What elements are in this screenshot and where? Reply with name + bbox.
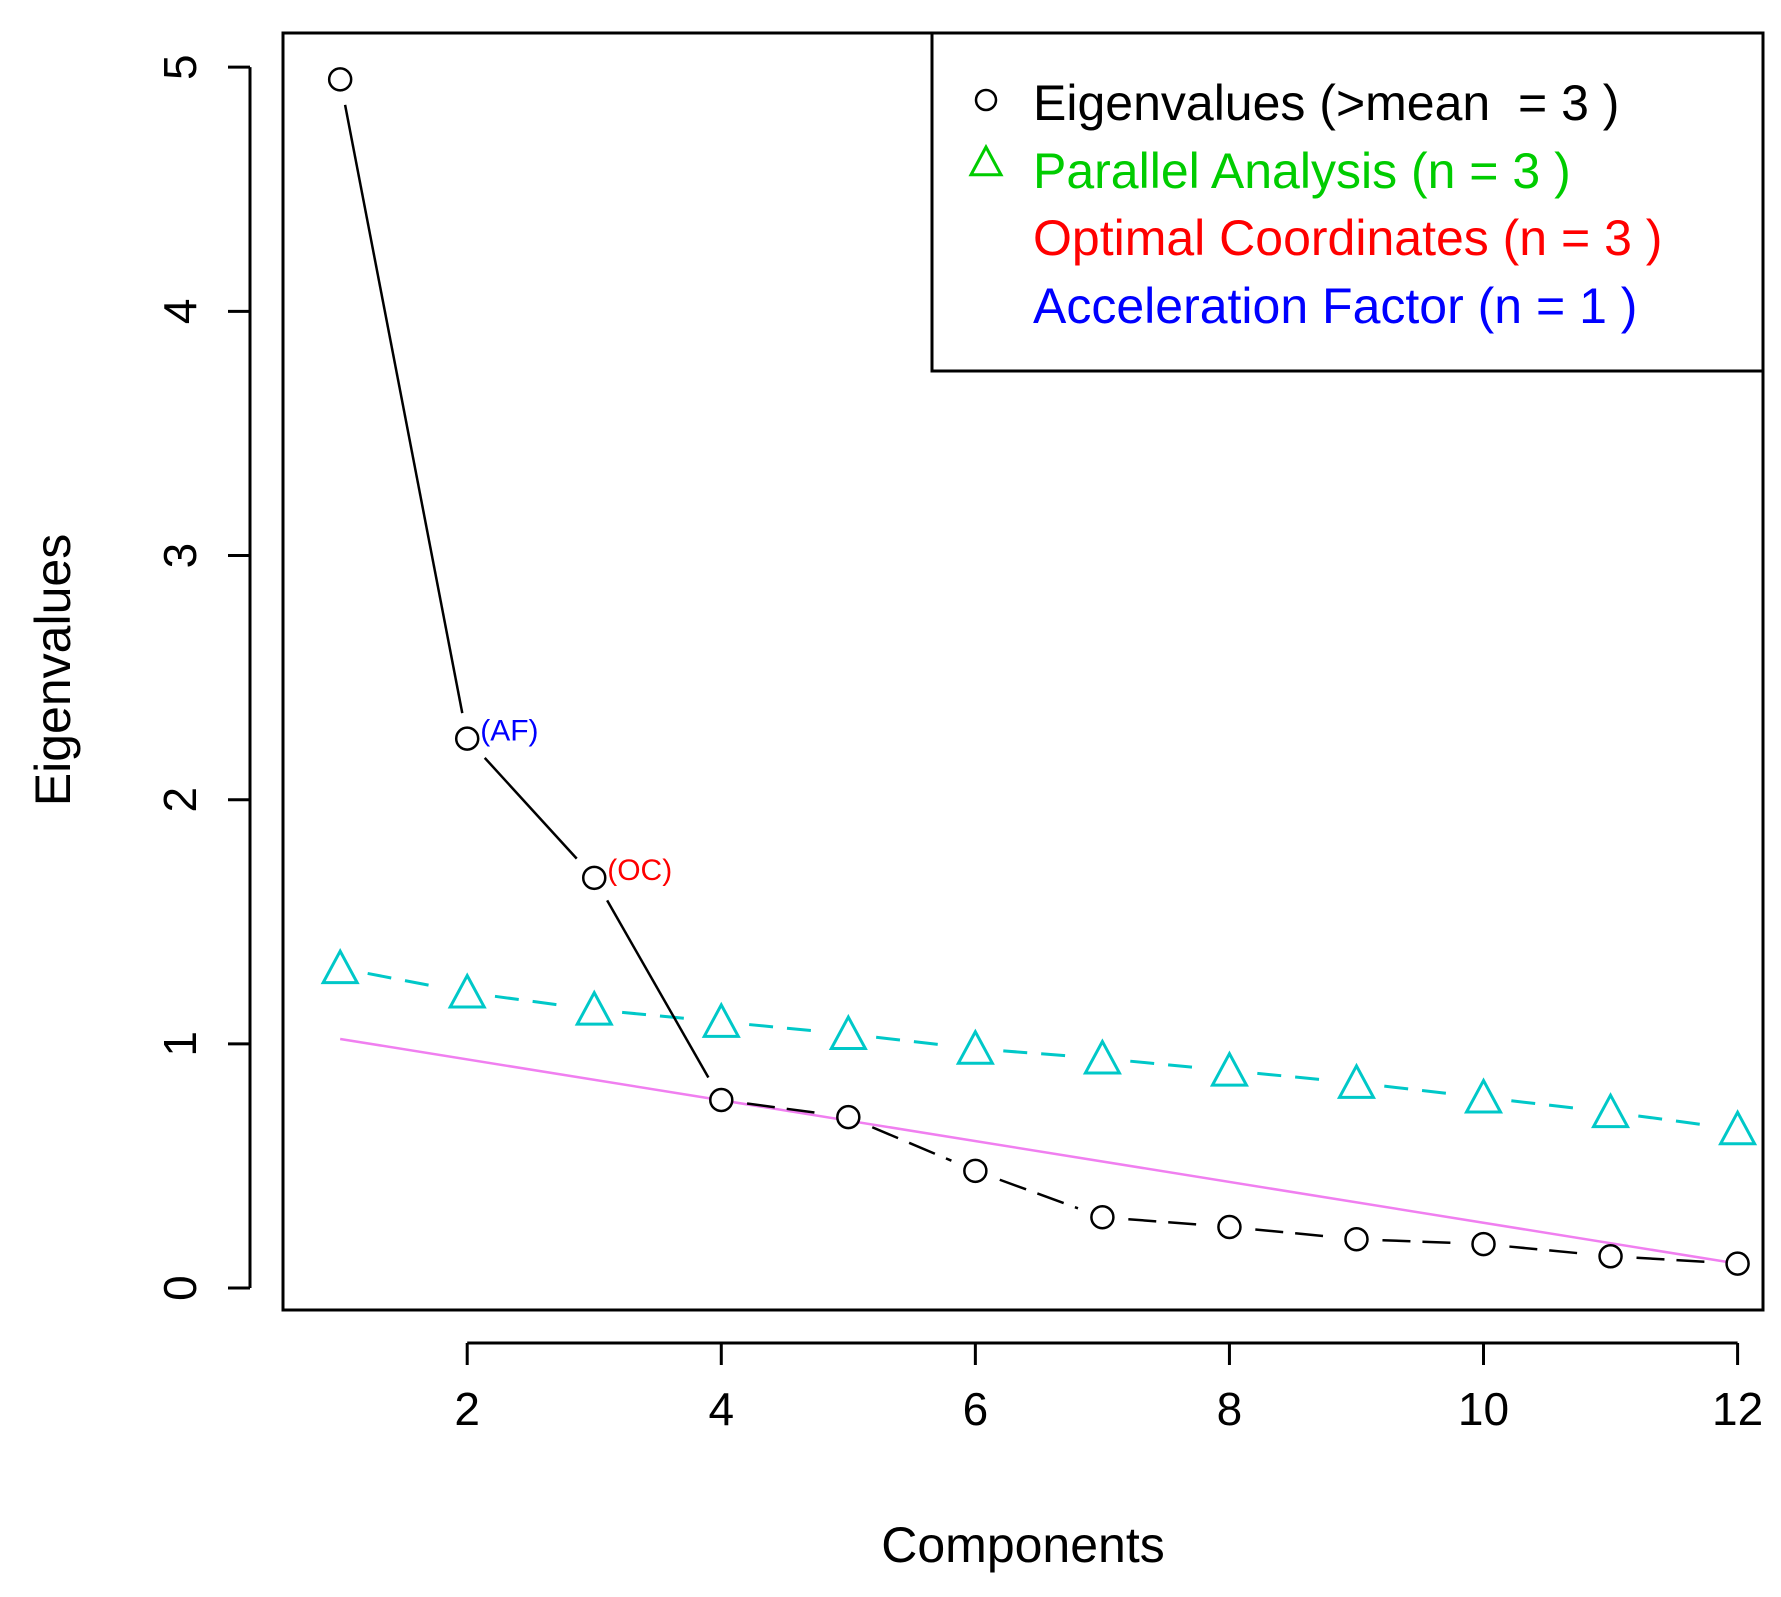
parallel-analysis-segment	[1511, 1099, 1583, 1111]
eigenvalue-point	[963, 1158, 988, 1184]
parallel-analysis-point	[955, 1028, 995, 1065]
eigenvalue-point	[454, 726, 480, 751]
legend-entry-label: Parallel Analysis (n = 3 )	[1033, 143, 1571, 199]
y-tick-label: 4	[154, 299, 206, 325]
eigenvalue-point	[1725, 1251, 1750, 1276]
x-tick-label: 8	[1217, 1383, 1243, 1435]
parallel-analysis-point	[574, 989, 614, 1026]
eigenvalue-segment	[871, 1126, 952, 1162]
eigenvalue-segment	[1128, 1217, 1204, 1227]
annotations: (AF) (OC)	[480, 715, 672, 887]
legend-entry-label: Eigenvalues (>mean = 3 )	[1033, 75, 1619, 131]
x-tick-label: 12	[1712, 1383, 1763, 1435]
legend-triangle-symbol	[968, 143, 1004, 177]
parallel-analysis-segment	[1384, 1084, 1456, 1096]
parallel-analysis-segment	[875, 1035, 948, 1048]
point-annotation: (OC)	[607, 854, 672, 887]
y-tick-label: 3	[154, 543, 206, 569]
eigenvalue-point	[836, 1104, 861, 1130]
eigenvalue-segment	[483, 757, 578, 860]
eigenvalue-segment	[1509, 1245, 1585, 1256]
legend-circle-symbol	[974, 88, 998, 112]
eigenvalue-point	[1471, 1231, 1496, 1257]
eigenvalue-point	[327, 67, 353, 92]
legend: Eigenvalues (>mean = 3 ) Parallel Analysi…	[930, 31, 1765, 373]
eigenvalue-segment	[606, 899, 710, 1079]
parallel-analysis-segment	[749, 1023, 821, 1033]
parallel-analysis-point	[1591, 1092, 1631, 1129]
parallel-analysis-point	[701, 1001, 741, 1038]
optimal-coordinates-line	[339, 1037, 1738, 1265]
eigenvalue-point	[1090, 1204, 1115, 1230]
parallel-analysis-segment	[1130, 1059, 1202, 1070]
parallel-analysis-segment	[1638, 1114, 1711, 1128]
eigenvalue-point	[709, 1087, 734, 1113]
parallel-analysis-segment	[1003, 1049, 1075, 1058]
eigenvalue-point	[1344, 1226, 1369, 1252]
parallel-analysis-point	[1336, 1062, 1376, 1099]
parallel-analysis-point	[1082, 1038, 1122, 1075]
legend-entry-label: Optimal Coordinates (n = 3 )	[1033, 210, 1662, 266]
y-axis: 0 1 2 3 4 5	[154, 54, 252, 1301]
x-tick-label: 4	[708, 1383, 734, 1435]
eigenvalue-segment	[1382, 1238, 1458, 1245]
parallel-analysis-point	[1718, 1109, 1758, 1146]
y-tick-label: 2	[154, 787, 206, 813]
x-tick-label: 6	[963, 1383, 989, 1435]
parallel-analysis-point	[320, 948, 360, 985]
parallel-analysis-segment	[1257, 1071, 1329, 1082]
x-tick-label: 10	[1458, 1383, 1509, 1435]
y-tick-label: 1	[154, 1031, 206, 1057]
eigenvalue-point	[581, 865, 607, 891]
eigenvalue-segment	[999, 1178, 1079, 1210]
parallel-analysis-segment	[367, 971, 440, 989]
parallel-analysis-point	[447, 972, 487, 1009]
parallel-analysis-segment	[494, 994, 567, 1008]
x-tick-label: 2	[454, 1383, 480, 1435]
eigenvalue-segment	[343, 104, 464, 714]
y-axis-title: Eigenvalues	[25, 534, 81, 806]
eigenvalue-segment	[1255, 1228, 1331, 1238]
series-markers	[320, 67, 1758, 1276]
eigenvalue-segment	[1636, 1256, 1712, 1264]
series-lines	[339, 104, 1738, 1265]
eigenvalue-segment	[746, 1102, 823, 1115]
y-tick-label: 5	[154, 54, 206, 80]
point-annotation: (AF)	[480, 715, 538, 748]
parallel-analysis-point	[828, 1013, 868, 1051]
parallel-analysis-point	[1209, 1050, 1249, 1087]
parallel-analysis-point	[1463, 1077, 1504, 1114]
x-axis: 2 4 6 8 10 12	[454, 1341, 1763, 1435]
eigenvalue-point	[1217, 1214, 1242, 1240]
legend-entry-label: Acceleration Factor (n = 1 )	[1033, 278, 1637, 334]
x-axis-title: Components	[881, 1517, 1165, 1573]
y-tick-label: 0	[154, 1275, 206, 1301]
legend-box	[930, 31, 1765, 373]
parallel-analysis-segment	[621, 1010, 694, 1021]
eigenvalue-point	[1598, 1244, 1623, 1269]
